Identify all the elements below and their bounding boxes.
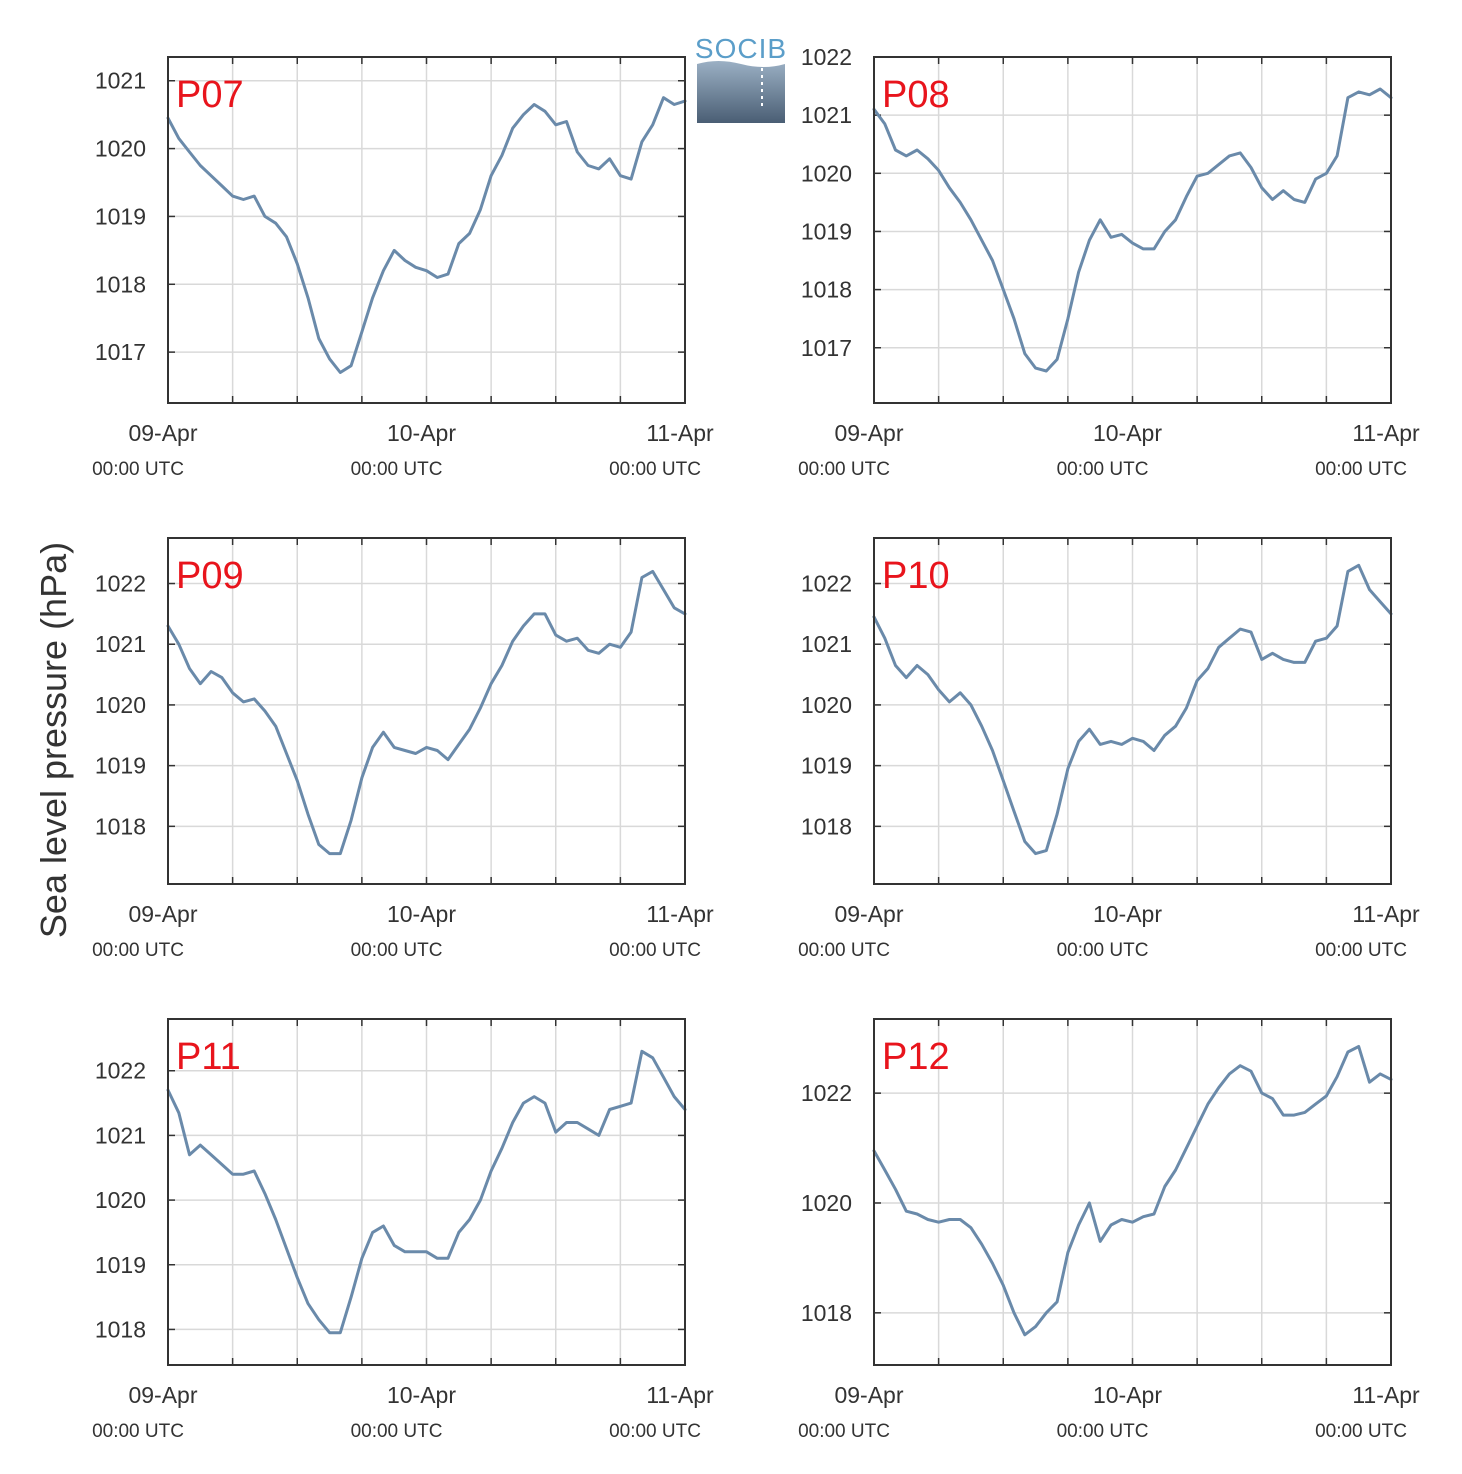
series-line-p11 — [166, 1049, 687, 1335]
x-tick-label: 11-Apr — [1352, 1382, 1420, 1408]
series-line-p08 — [872, 87, 1393, 373]
socib-logo-text: SOCIB — [695, 33, 787, 64]
panel-p08: 1017 1018 1019 1020 1021 1022 09-Apr 00:00 UTC 1… — [798, 44, 1420, 480]
x-tick-sublabel: 00:00 UTC — [1315, 940, 1407, 961]
x-tick-label: 11-Apr — [646, 420, 714, 446]
y-tick-label: 1019 — [801, 218, 852, 244]
panel-p10: 1018 1019 1020 1021 1022 09-Apr 00:00 UTC 10-Ap… — [798, 537, 1420, 961]
y-tick-label: 1021 — [801, 631, 852, 657]
x-tick-sublabel: 00:00 UTC — [609, 459, 701, 480]
series-line-p10 — [872, 563, 1393, 856]
y-tick-label: 1020 — [801, 1190, 852, 1216]
y-tick-label: 1019 — [95, 753, 146, 779]
y-tick-label: 1022 — [801, 1080, 852, 1106]
y-tick-label: 1020 — [95, 136, 146, 162]
x-tick-label: 11-Apr — [646, 901, 714, 927]
y-tick-label: 1018 — [95, 1316, 146, 1342]
y-axis-label: Sea level pressure (hPa) — [33, 542, 74, 938]
y-tick-label: 1018 — [95, 271, 146, 297]
y-tick-label: 1022 — [95, 571, 146, 597]
x-tick-label: 09-Apr — [834, 1382, 903, 1408]
y-tick-label: 1020 — [95, 692, 146, 718]
series-line-p09 — [166, 569, 687, 856]
panel-p12: 1018 1020 1022 09-Apr 00:00 UTC 10-Apr 00:00 U… — [798, 1018, 1420, 1442]
x-tick-sublabel: 00:00 UTC — [351, 459, 443, 480]
x-tick-sublabel: 00:00 UTC — [798, 940, 890, 961]
plot-frame — [167, 56, 686, 404]
panel-label-p10: P10 — [882, 555, 950, 597]
y-tick-label: 1017 — [95, 339, 146, 365]
x-tick-sublabel: 00:00 UTC — [609, 1421, 701, 1442]
x-tick-sublabel: 00:00 UTC — [92, 940, 184, 961]
x-tick-sublabel: 00:00 UTC — [92, 459, 184, 480]
x-tick-label: 10-Apr — [387, 420, 456, 446]
y-tick-label: 1021 — [95, 631, 146, 657]
x-tick-sublabel: 00:00 UTC — [351, 940, 443, 961]
panel-label-p08: P08 — [882, 74, 950, 116]
series-line-p07 — [166, 96, 687, 374]
x-tick-label: 09-Apr — [834, 420, 903, 446]
x-tick-sublabel: 00:00 UTC — [92, 1421, 184, 1442]
y-tick-label: 1022 — [801, 44, 852, 70]
y-tick-label: 1020 — [801, 160, 852, 186]
y-tick-label: 1021 — [801, 102, 852, 128]
plot-frame — [167, 1018, 686, 1366]
x-tick-sublabel: 00:00 UTC — [1057, 940, 1149, 961]
y-tick-label: 1019 — [95, 1252, 146, 1278]
y-tick-label: 1017 — [801, 335, 852, 361]
panel-label-p09: P09 — [176, 555, 244, 597]
x-tick-sublabel: 00:00 UTC — [609, 940, 701, 961]
panel-label-p07: P07 — [176, 74, 244, 116]
x-tick-sublabel: 00:00 UTC — [1315, 459, 1407, 480]
y-tick-label: 1022 — [801, 571, 852, 597]
y-tick-label: 1019 — [95, 203, 146, 229]
x-tick-label: 10-Apr — [1093, 420, 1162, 446]
y-tick-label: 1018 — [95, 813, 146, 839]
plot-frame — [873, 56, 1392, 404]
x-tick-sublabel: 00:00 UTC — [1057, 459, 1149, 480]
y-tick-label: 1020 — [95, 1187, 146, 1213]
x-tick-label: 10-Apr — [1093, 901, 1162, 927]
y-tick-label: 1018 — [801, 277, 852, 303]
x-tick-label: 11-Apr — [646, 1382, 714, 1408]
plot-frame — [873, 537, 1392, 885]
y-tick-label: 1019 — [801, 753, 852, 779]
socib-logo: SOCIB — [695, 33, 787, 123]
panels-container: 1017 1018 1019 1020 1021 09-Apr 00:00 UTC 10-Ap… — [92, 44, 1420, 1442]
plot-frame — [167, 537, 686, 885]
x-tick-sublabel: 00:00 UTC — [1315, 1421, 1407, 1442]
panel-p11: 1018 1019 1020 1021 1022 09-Apr 00:00 UTC 10-Ap… — [92, 1018, 714, 1442]
x-tick-label: 10-Apr — [387, 901, 456, 927]
x-tick-label: 09-Apr — [128, 1382, 197, 1408]
x-tick-label: 09-Apr — [128, 901, 197, 927]
x-tick-sublabel: 00:00 UTC — [798, 1421, 890, 1442]
series-line-p12 — [872, 1045, 1393, 1337]
y-tick-label: 1021 — [95, 68, 146, 94]
socib-logo-wave — [697, 61, 785, 123]
x-tick-sublabel: 00:00 UTC — [351, 1421, 443, 1442]
x-tick-sublabel: 00:00 UTC — [1057, 1421, 1149, 1442]
x-tick-label: 09-Apr — [128, 420, 197, 446]
panel-p07: 1017 1018 1019 1020 1021 09-Apr 00:00 UTC 10-Ap… — [92, 56, 714, 480]
y-tick-label: 1020 — [801, 692, 852, 718]
x-tick-label: 09-Apr — [834, 901, 903, 927]
x-tick-sublabel: 00:00 UTC — [798, 459, 890, 480]
panel-label-p12: P12 — [882, 1036, 950, 1078]
plot-frame — [873, 1018, 1392, 1366]
panel-label-p11: P11 — [176, 1036, 241, 1078]
y-tick-label: 1018 — [801, 813, 852, 839]
x-tick-label: 10-Apr — [387, 1382, 456, 1408]
x-tick-label: 11-Apr — [1352, 901, 1420, 927]
panel-p09: 1018 1019 1020 1021 1022 09-Apr 00:00 UTC 10-Ap… — [92, 537, 714, 961]
y-tick-label: 1022 — [95, 1058, 146, 1084]
x-tick-label: 10-Apr — [1093, 1382, 1162, 1408]
y-tick-label: 1018 — [801, 1300, 852, 1326]
x-tick-label: 11-Apr — [1352, 420, 1420, 446]
y-tick-label: 1021 — [95, 1122, 146, 1148]
